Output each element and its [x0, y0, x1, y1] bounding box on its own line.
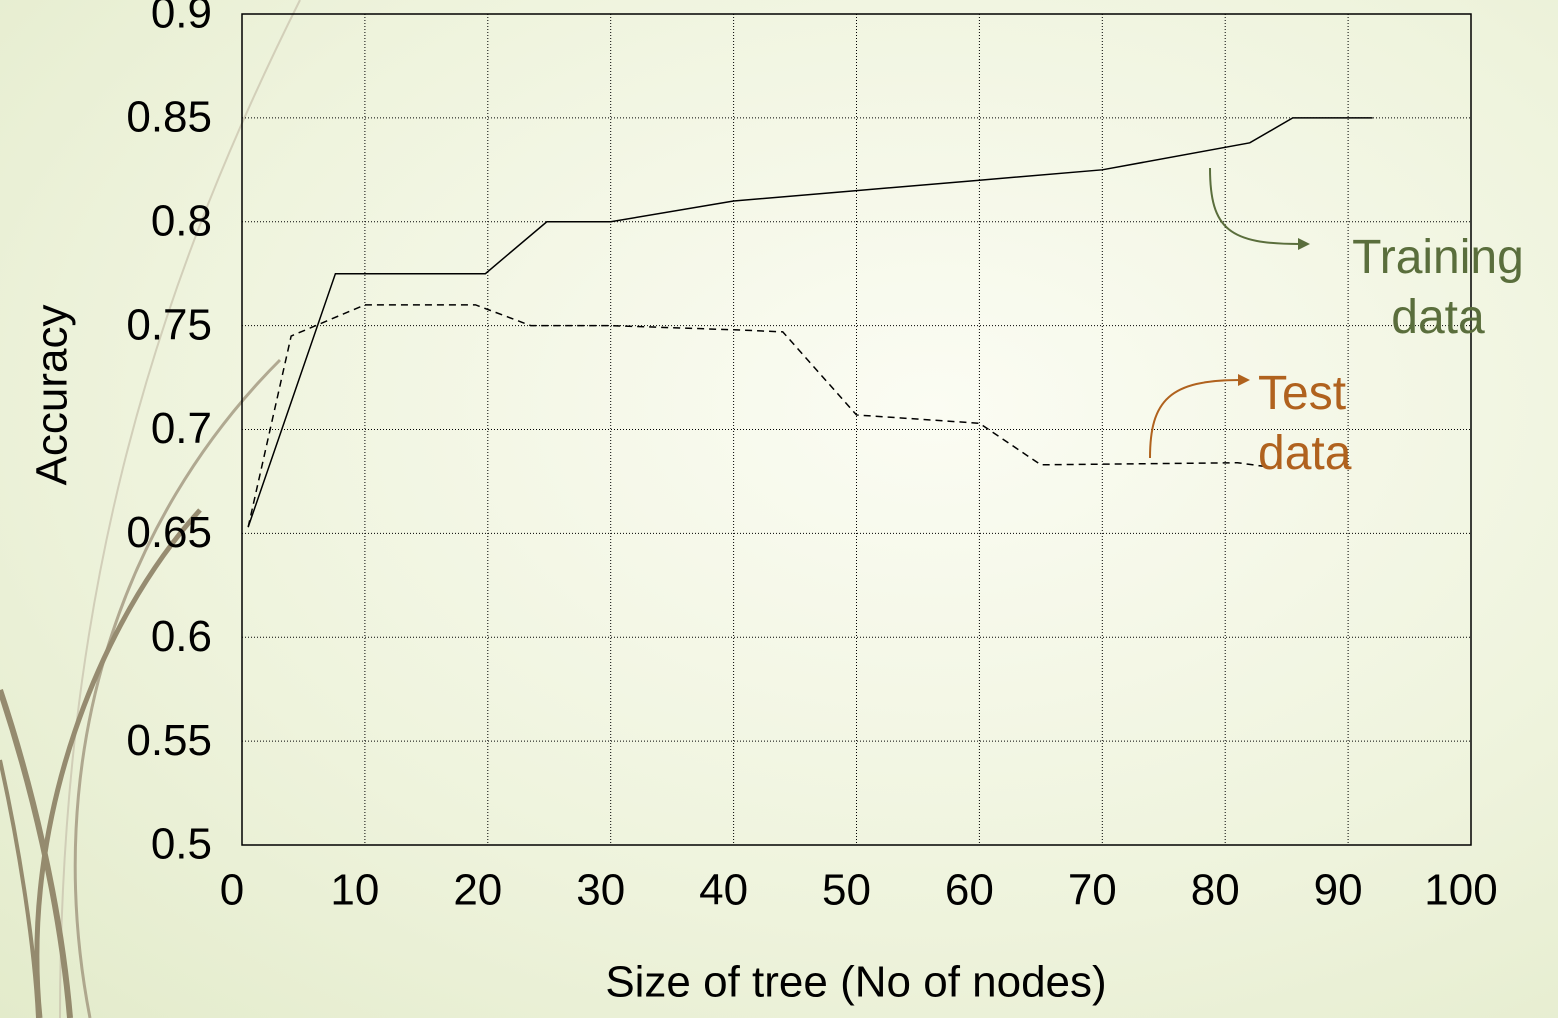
- series-line: [248, 305, 1268, 527]
- x-axis-label: Size of tree (No of nodes): [605, 958, 1106, 1007]
- x-tick-label: 30: [576, 866, 625, 915]
- y-tick-label: 0.6: [151, 612, 212, 661]
- x-tick-label: 10: [330, 866, 379, 915]
- y-tick-label: 0.7: [151, 404, 212, 453]
- chart: Accuracy Size of tree (No of nodes) 0.50…: [0, 0, 1558, 1018]
- x-tick-label: 80: [1191, 866, 1240, 915]
- y-tick-label: 0.55: [126, 716, 212, 765]
- x-tick-label: 0: [220, 866, 244, 915]
- x-tick-label: 90: [1314, 866, 1363, 915]
- y-tick-label: 0.9: [151, 0, 212, 38]
- x-tick-label: 60: [945, 866, 994, 915]
- y-tick-label: 0.5: [151, 820, 212, 869]
- x-tick-label: 50: [822, 866, 871, 915]
- x-tick-label: 20: [453, 866, 502, 915]
- test-label: Test data: [1258, 364, 1398, 484]
- x-tick-label: 70: [1068, 866, 1117, 915]
- slide: Accuracy Size of tree (No of nodes) 0.50…: [0, 0, 1558, 1018]
- y-tick-label: 0.75: [126, 300, 212, 349]
- y-tick-label: 0.8: [151, 196, 212, 245]
- y-tick-label: 0.85: [126, 93, 212, 142]
- training-label: Training data: [1318, 228, 1558, 348]
- x-tick-label: 40: [699, 866, 748, 915]
- series-line: [248, 118, 1373, 527]
- y-tick-label: 0.65: [126, 508, 212, 557]
- x-tick-label: 100: [1424, 866, 1497, 915]
- y-axis-label: Accuracy: [28, 305, 77, 486]
